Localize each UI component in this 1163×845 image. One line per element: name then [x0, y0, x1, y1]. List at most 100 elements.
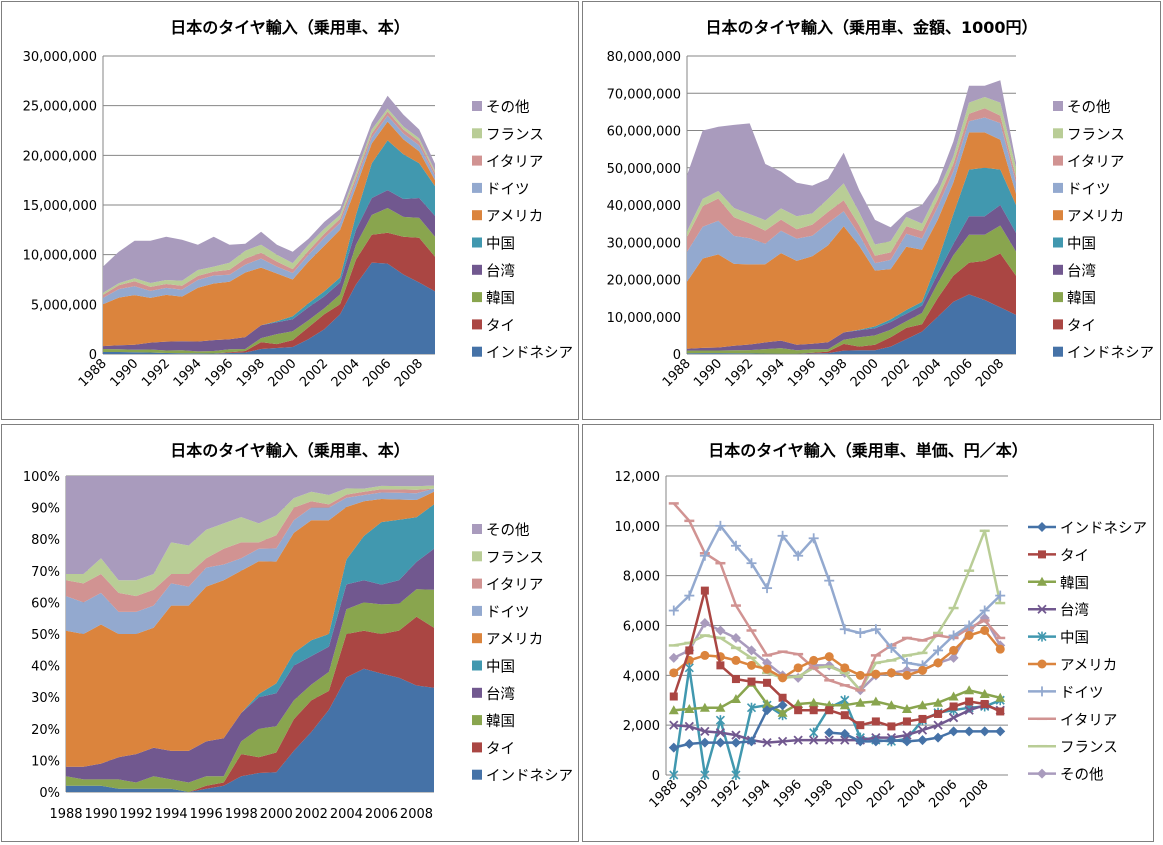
x-tick-label: 1998: [816, 356, 850, 390]
legend-swatch: [1053, 237, 1063, 248]
legend-label: 台湾: [1060, 602, 1089, 619]
legend-label: その他: [486, 522, 530, 539]
legend-label: アメリカ: [486, 209, 543, 225]
data-marker: [995, 692, 1006, 702]
legend-label: 中国: [486, 236, 515, 253]
legend-label: ドイツ: [1067, 182, 1111, 198]
legend-label: フランス: [1060, 740, 1118, 756]
area-series-韓国: [687, 225, 1016, 354]
data-marker: [949, 645, 959, 655]
data-marker: [948, 652, 959, 663]
legend-label: その他: [1060, 767, 1104, 784]
legend-label: タイ: [486, 317, 515, 334]
legend-label: アメリカ: [486, 632, 543, 648]
x-tick-label: 1992: [722, 356, 756, 390]
data-marker: [934, 709, 943, 718]
data-marker: [933, 720, 943, 730]
legend-swatch: [472, 742, 482, 753]
legend-label: タイ: [486, 740, 515, 757]
data-marker: [917, 735, 928, 746]
legend-label: イタリア: [486, 154, 543, 171]
y-tick-label: 70,000,000: [607, 87, 681, 102]
data-marker: [777, 707, 788, 717]
legend-swatch: [472, 319, 482, 330]
line-series-イタリア: [672, 502, 1002, 692]
area-series-その他: [66, 476, 434, 581]
legend-swatch: [1053, 292, 1063, 303]
chart-panel-2: 日本のタイヤ輸入（乗用車、金額、1000円） 0 10,000,000 20,000…: [582, 1, 1161, 420]
legend-swatch: [472, 155, 482, 166]
area-series-その他: [103, 95, 435, 293]
data-marker: [824, 727, 835, 738]
data-marker: [901, 736, 912, 747]
x-tick-label: 2004: [910, 356, 944, 390]
y-tick-label: 10,000,000: [607, 311, 681, 326]
data-marker: [746, 736, 757, 747]
data-marker: [668, 705, 679, 715]
y-tick-label: 8,000: [623, 570, 660, 585]
legend-label: フランス: [486, 127, 544, 143]
x-tick-label: 2008: [958, 777, 992, 811]
x-tick-label: 1990: [107, 356, 141, 390]
legend-label: その他: [486, 99, 530, 116]
data-marker: [855, 670, 865, 680]
data-marker: [699, 702, 710, 712]
legend-label: イタリア: [1067, 154, 1124, 171]
line-series-フランス: [673, 529, 1002, 692]
data-marker: [730, 737, 741, 748]
data-marker: [948, 691, 959, 701]
legend-label: 中国: [1060, 630, 1089, 647]
legend-label: 韓国: [486, 713, 515, 730]
legend-label: フランス: [1067, 127, 1125, 143]
data-marker: [870, 696, 881, 706]
chart-panel-1: 日本のタイヤ輸入（乗用車、本） 0 5,000,000 10,000,000 15,0…: [1, 1, 579, 420]
y-tick-label: 90%: [31, 502, 60, 517]
x-tick-label: 2006: [926, 777, 960, 811]
data-marker: [840, 735, 850, 745]
legend-label: 韓国: [486, 290, 515, 307]
y-tick-label: 0%: [39, 786, 60, 801]
y-tick-label: 20%: [31, 723, 60, 738]
data-marker: [716, 661, 725, 670]
area-series-インドネシア: [687, 294, 1016, 354]
line-series-タイ: [672, 589, 1001, 728]
area-series-韓国: [103, 208, 435, 354]
data-marker: [808, 697, 819, 707]
chart-title: 日本のタイヤ輸入（乗用車、単価、円／本）: [708, 441, 1028, 460]
chart-panel-3: 日本のタイヤ輸入（乗用車、本） 0% 10% 20% 30% 40% 50% 60% 70% 8…: [1, 424, 579, 842]
data-marker: [1038, 550, 1046, 559]
area-series-ドイツ: [687, 117, 1016, 282]
area-series-タイ: [687, 253, 1016, 354]
x-tick-label: 2008: [973, 356, 1007, 390]
x-tick-label: 1990: [85, 807, 118, 822]
data-marker: [668, 742, 679, 753]
x-tick-label: 2000: [833, 777, 867, 811]
x-tick-label: 1994: [171, 356, 205, 390]
area-series-ドイツ: [103, 115, 435, 305]
data-marker: [731, 730, 741, 740]
data-marker: [964, 630, 974, 640]
y-tick-label: 15,000,000: [23, 199, 97, 214]
data-marker: [731, 655, 741, 665]
x-tick-label: 2006: [365, 807, 398, 822]
y-tick-label: 0: [652, 769, 660, 784]
data-marker: [762, 737, 772, 748]
line-series-アメリカ: [673, 629, 1002, 680]
data-marker: [715, 625, 726, 636]
data-marker: [777, 736, 788, 746]
area-series-アメリカ: [66, 491, 434, 767]
legend-label: その他: [1067, 99, 1111, 116]
chart-canvas: 02,0004,0006,0008,00010,00012,0001988199…: [615, 470, 1148, 811]
x-tick-label: 2004: [329, 356, 363, 390]
y-tick-label: 40%: [31, 660, 60, 675]
data-marker: [700, 726, 710, 737]
data-marker: [995, 644, 1005, 654]
data-marker: [762, 705, 773, 716]
data-marker: [730, 632, 741, 643]
area-series-タイ: [103, 232, 435, 354]
data-marker: [948, 713, 959, 723]
area-series-中国: [103, 140, 435, 347]
legend-swatch: [472, 660, 482, 671]
legend-swatch: [472, 605, 482, 616]
x-tick-label: 2002: [879, 356, 913, 390]
